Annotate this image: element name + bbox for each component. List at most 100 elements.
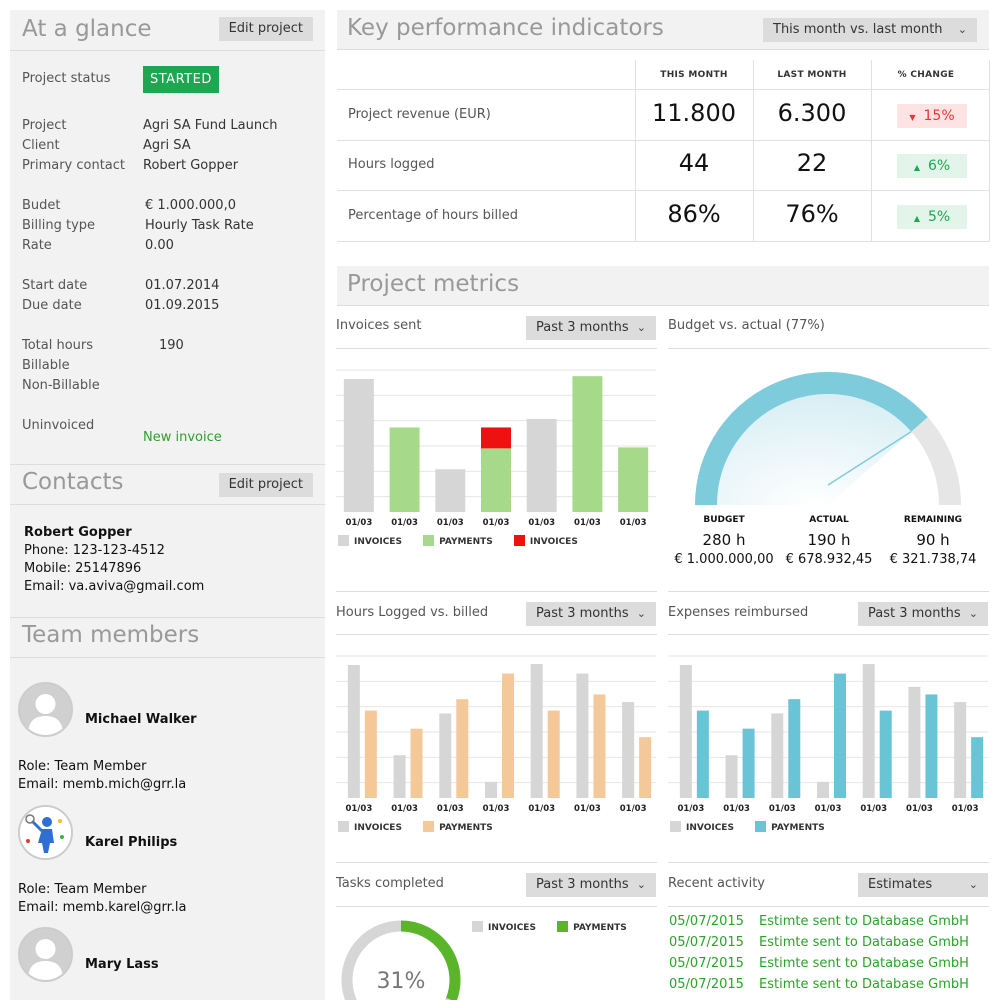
kpi-label: Hours logged [348, 157, 435, 172]
tasks-panel-title: Tasks completed [336, 876, 444, 891]
tick-label: 01/03 [620, 518, 647, 528]
divider [336, 906, 657, 907]
kpi-last-month: 22 [796, 149, 828, 177]
user-silhouette-icon [18, 927, 73, 982]
edit-project-button[interactable]: Edit project [218, 17, 313, 41]
new-invoice-link[interactable]: New invoice [143, 430, 222, 445]
activity-panel-title: Recent activity [668, 876, 765, 891]
legend-swatch [423, 821, 435, 832]
activity-text: Estimte sent to Database GmbH [759, 935, 969, 950]
donut-percent-label: 31% [377, 969, 426, 994]
kpi-this-month: 86% [667, 200, 721, 228]
hours-legend: INVOICES PAYMENTS [338, 821, 511, 833]
activity-date: 05/07/2015 [669, 935, 744, 950]
kpi-last-month: 76% [785, 200, 839, 228]
budget-column-hours: 90 h [916, 531, 950, 549]
bar [547, 710, 560, 798]
contact-mobile: Mobile: 25147896 [24, 561, 142, 576]
tick-label: 01/03 [345, 804, 372, 814]
bar [742, 728, 755, 798]
field-label: Due date [22, 298, 82, 313]
status-label: Project status [22, 71, 111, 86]
activity-text: Estimte sent to Database GmbH [759, 956, 969, 971]
field-value: 01.09.2015 [145, 298, 220, 313]
legend-swatch [755, 821, 767, 832]
contacts-title: Contacts [22, 469, 124, 495]
bar [502, 673, 514, 798]
field-label: Uninvoiced [22, 418, 95, 433]
bar [439, 713, 452, 798]
field-label: Non-Billable [22, 378, 100, 393]
kpi-header-row: THIS MONTH LAST MONTH % CHANGE [337, 60, 989, 90]
bar [788, 699, 801, 798]
hours-panel-title: Hours Logged vs. billed [336, 605, 489, 620]
sidebar: At a glance Edit project Project status … [10, 10, 325, 1000]
divider [668, 634, 989, 635]
tick-label: 01/03 [815, 804, 842, 814]
field-label: Total hours [22, 338, 94, 353]
activity-text: Estimte sent to Database GmbH [759, 914, 969, 929]
hours-chart: 01/03 01/03 01/03 01/03 01/03 01/03 01/03 [336, 655, 656, 814]
gauge-fill-area [717, 394, 912, 505]
divider [668, 862, 989, 863]
tick-label: 01/03 [391, 518, 418, 528]
arrow-up-icon: ▲ [913, 214, 920, 223]
gauge-needle [827, 430, 912, 486]
activity-date: 05/07/2015 [669, 977, 744, 992]
legend-label: PAYMENTS [573, 923, 627, 933]
hours-period-select[interactable]: Past 3 months ⌄ [526, 602, 656, 626]
expenses-period-value: Past 3 months [868, 606, 961, 621]
team-title: Team members [22, 622, 200, 648]
tick-label: 01/03 [483, 518, 510, 528]
member-email: Email: memb.karel@grr.la [18, 900, 187, 915]
bar [834, 673, 846, 798]
kpi-last-month: 6.300 [777, 99, 847, 127]
invoices-chart: 01/03 01/03 01/03 01/03 01/03 01/03 01/03 [336, 369, 656, 528]
tasks-donut: 31% [341, 920, 461, 1000]
budget-column-label: ACTUAL [809, 515, 849, 525]
field-label: Budet [22, 198, 61, 213]
expenses-period-select[interactable]: Past 3 months ⌄ [858, 602, 988, 626]
invoices-period-select[interactable]: Past 3 months ⌄ [526, 316, 656, 340]
team-header: Team members [10, 618, 325, 658]
field-value: Agri SA [143, 138, 191, 153]
figure-illustration-icon [18, 805, 73, 860]
tick-label: 01/03 [574, 518, 601, 528]
bar [679, 665, 692, 798]
gauge-value-arc [695, 372, 928, 506]
legend-swatch [670, 821, 681, 832]
field-value: Robert Gopper [143, 158, 239, 173]
kpi-this-month: 11.800 [652, 99, 736, 127]
bar [771, 713, 784, 798]
tick-label: 01/03 [906, 804, 933, 814]
tasks-legend: INVOICES PAYMENTS [472, 921, 645, 933]
kpi-change-value: 15% [923, 108, 955, 124]
contacts-edit-button[interactable]: Edit project [218, 473, 313, 497]
glance-header: At a glance Edit project [10, 10, 325, 51]
budget-column-label: BUDGET [703, 515, 745, 525]
bar [622, 702, 635, 798]
tasks-period-select[interactable]: Past 3 months ⌄ [526, 873, 656, 897]
bar [410, 728, 423, 798]
kpi-label: Percentage of hours billed [348, 208, 518, 223]
kpi-label: Project revenue (EUR) [348, 107, 491, 122]
budget-column-amount: € 678.932,45 [785, 552, 873, 567]
bar [862, 664, 875, 798]
activity-type-select[interactable]: Estimates ⌄ [858, 873, 988, 897]
field-label: Billing type [22, 218, 96, 233]
contacts-header: Contacts Edit project [10, 465, 325, 505]
column-header: % CHANGE [897, 70, 955, 80]
bar [456, 699, 469, 798]
bar [485, 781, 497, 798]
bar [389, 427, 420, 512]
chevron-down-icon: ⌄ [968, 607, 978, 620]
metrics-title: Project metrics [347, 271, 520, 297]
kpi-period-select[interactable]: This month vs. last month ⌄ [763, 18, 977, 42]
kpi-this-month: 44 [678, 149, 710, 177]
tick-label: 01/03 [677, 804, 704, 814]
contact-name: Robert Gopper [24, 525, 132, 540]
divider [336, 591, 657, 592]
member-email: Email: memb.mich@grr.la [18, 777, 187, 792]
expenses-legend: INVOICES PAYMENTS [670, 821, 843, 833]
expenses-panel-title: Expenses reimbursed [668, 605, 809, 620]
